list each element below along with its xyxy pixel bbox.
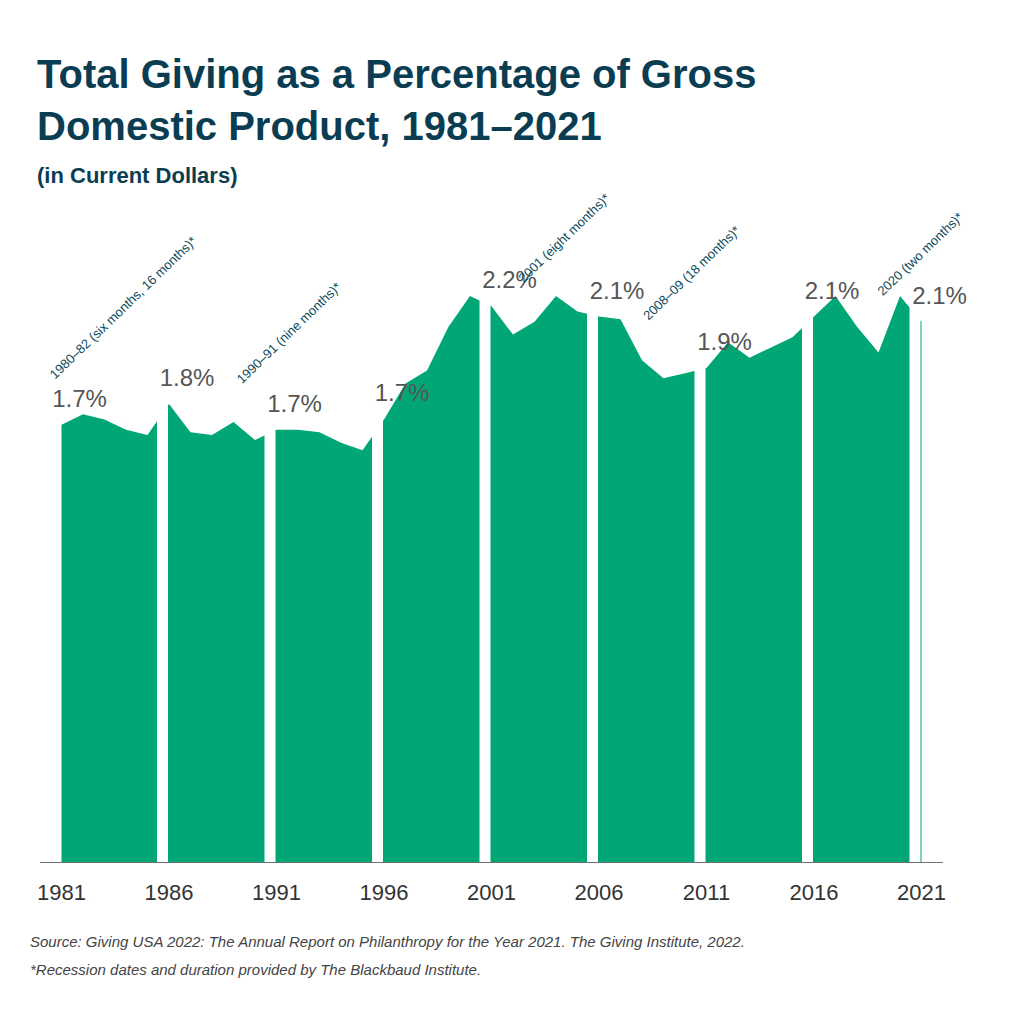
recession-annotation: 2020 (two months)* bbox=[874, 209, 966, 298]
x-tick-label: 2011 bbox=[683, 880, 730, 905]
x-tick-label: 1996 bbox=[360, 880, 409, 905]
plot-area bbox=[62, 296, 922, 862]
title: Total Giving as a Percentage of Gross Dom… bbox=[37, 52, 756, 148]
footnote: *Recession dates and duration provided b… bbox=[30, 961, 481, 978]
subtitle: (in Current Dollars) bbox=[37, 163, 237, 188]
segment-gap bbox=[695, 296, 706, 862]
x-tick-label: 2016 bbox=[790, 880, 839, 905]
recession-annotation: 2008–09 (18 months)* bbox=[640, 223, 743, 323]
segment-gap bbox=[802, 296, 813, 862]
data-label: 1.7% bbox=[267, 390, 322, 417]
x-tick-label: 1991 bbox=[252, 880, 301, 905]
x-tick-label: 1986 bbox=[145, 880, 194, 905]
segment-gap bbox=[587, 296, 598, 862]
source: Source: Giving USA 2022: The Annual Repo… bbox=[30, 933, 745, 950]
data-label: 2.1% bbox=[590, 277, 645, 304]
data-label: 1.7% bbox=[375, 379, 430, 406]
segment-gap bbox=[910, 296, 921, 862]
segment-gap bbox=[480, 296, 491, 862]
title-line: Domestic Product, 1981–2021 bbox=[37, 104, 602, 148]
data-label: 1.8% bbox=[160, 364, 215, 391]
data-label: 2.1% bbox=[912, 282, 967, 309]
recession-annotation: 1990–91 (nine months)* bbox=[234, 279, 344, 386]
recession-annotation: 1980–82 (six months, 16 months)* bbox=[47, 233, 200, 381]
recession-annotation: 2001 (eight months)* bbox=[515, 191, 612, 286]
data-label: 1.7% bbox=[52, 385, 107, 412]
x-tick-label: 1981 bbox=[37, 880, 86, 905]
x-tick-label: 2021 bbox=[897, 880, 946, 905]
x-tick-label: 2001 bbox=[467, 880, 516, 905]
data-label: 2.1% bbox=[805, 277, 860, 304]
x-axis-line bbox=[40, 862, 943, 863]
title-line: Total Giving as a Percentage of Gross bbox=[37, 52, 756, 96]
segment-gap bbox=[265, 296, 276, 862]
area bbox=[62, 296, 922, 862]
x-tick-label: 2006 bbox=[575, 880, 624, 905]
background bbox=[0, 0, 1024, 1024]
data-label: 1.9% bbox=[697, 328, 752, 355]
chart: Total Giving as a Percentage of Gross Dom… bbox=[0, 0, 1024, 1024]
